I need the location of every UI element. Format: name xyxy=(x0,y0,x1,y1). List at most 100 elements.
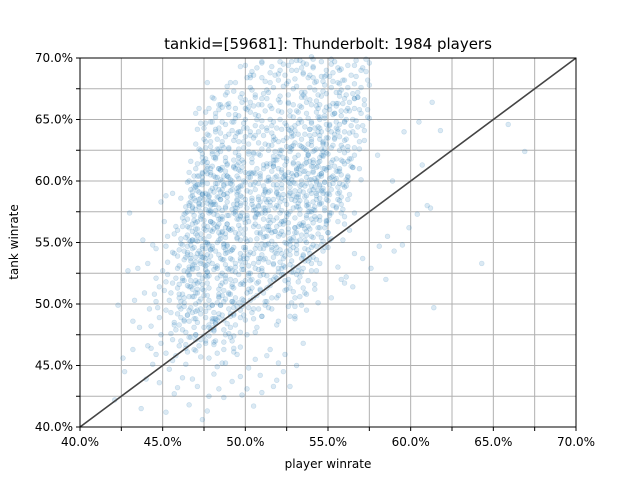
scatter-point xyxy=(317,200,323,206)
scatter-point xyxy=(244,332,250,338)
scatter-point xyxy=(302,183,308,189)
scatter-point xyxy=(259,74,265,81)
scatter-point xyxy=(236,175,242,182)
scatter-point xyxy=(321,207,328,214)
scatter-point xyxy=(229,127,235,134)
scatter-point xyxy=(135,265,141,272)
scatter-point xyxy=(285,226,292,232)
scatter-point xyxy=(265,178,272,184)
scatter-point xyxy=(290,205,296,211)
scatter-point xyxy=(217,189,224,195)
scatter-point xyxy=(197,258,204,264)
scatter-point xyxy=(240,125,247,131)
scatter-point xyxy=(305,74,311,81)
scatter-point xyxy=(216,311,222,317)
scatter-point xyxy=(179,215,186,221)
scatter-point xyxy=(231,88,237,94)
scatter-point xyxy=(194,319,201,326)
scatter-point xyxy=(206,193,212,199)
scatter-point xyxy=(202,338,209,344)
scatter-point xyxy=(307,97,313,103)
scatter-point xyxy=(283,201,290,208)
scatter-point xyxy=(275,292,282,299)
scatter-point xyxy=(214,174,220,181)
scatter-point xyxy=(288,170,295,177)
scatter-point xyxy=(202,206,209,212)
scatter-point xyxy=(229,378,235,385)
scatter-point xyxy=(252,221,258,227)
scatter-point xyxy=(229,298,235,305)
scatter-point xyxy=(179,242,186,248)
scatter-point xyxy=(239,266,245,273)
scatter-point xyxy=(336,168,343,174)
scatter-point xyxy=(171,319,177,326)
scatter-point xyxy=(308,209,315,215)
scatter-point xyxy=(312,131,318,137)
scatter-point xyxy=(227,227,234,233)
scatter-point xyxy=(234,205,240,211)
scatter-point xyxy=(312,213,318,220)
scatter-point xyxy=(277,221,283,227)
scatter-point xyxy=(231,201,237,208)
scatter-point xyxy=(196,173,202,179)
scatter-point xyxy=(191,316,197,322)
scatter-point xyxy=(285,169,292,176)
scatter-point xyxy=(186,284,192,290)
scatter-point xyxy=(214,275,220,281)
scatter-point xyxy=(335,129,341,135)
scatter-point xyxy=(184,312,191,318)
scatter-point xyxy=(416,119,422,125)
scatter-point xyxy=(269,130,275,136)
scatter-point xyxy=(178,195,184,201)
x-tick-label: 50.0% xyxy=(226,435,264,449)
scatter-point xyxy=(262,255,268,262)
scatter-point xyxy=(217,102,224,108)
scatter-point xyxy=(161,218,168,225)
scatter-point xyxy=(318,146,325,152)
scatter-point xyxy=(163,409,169,415)
scatter-point xyxy=(317,132,323,139)
scatter-point xyxy=(204,159,211,166)
scatter-point xyxy=(279,265,285,272)
scatter-point xyxy=(219,216,225,222)
scatter-point xyxy=(295,152,301,158)
scatter-point xyxy=(188,258,194,264)
scatter-point xyxy=(262,78,268,85)
scatter-point xyxy=(280,191,287,198)
scatter-point xyxy=(211,154,217,161)
scatter-point xyxy=(343,177,349,183)
scatter-point xyxy=(199,151,206,157)
scatter-point xyxy=(121,368,128,375)
scatter-point xyxy=(191,281,197,288)
scatter-point xyxy=(227,334,234,340)
scatter-point xyxy=(221,346,227,353)
scatter-point xyxy=(181,257,187,263)
scatter-point xyxy=(335,65,341,71)
scatter-point xyxy=(348,156,354,162)
scatter-point xyxy=(264,273,270,279)
scatter-point xyxy=(300,252,306,258)
scatter-point xyxy=(194,173,201,179)
scatter-point xyxy=(229,298,235,305)
scatter-point xyxy=(305,201,311,208)
scatter-point xyxy=(209,245,215,252)
scatter-point xyxy=(229,206,235,212)
scatter-point xyxy=(260,183,267,189)
scatter-point xyxy=(340,77,346,83)
scatter-point xyxy=(247,72,253,78)
scatter-point xyxy=(229,257,235,263)
scatter-point xyxy=(244,74,250,81)
scatter-point xyxy=(222,204,229,210)
scatter-point xyxy=(272,274,278,280)
scatter-point xyxy=(202,308,209,315)
scatter-point xyxy=(174,311,181,317)
scatter-point xyxy=(206,355,212,361)
scatter-point xyxy=(414,211,420,217)
scatter-point xyxy=(298,269,305,275)
scatter-point xyxy=(197,231,204,237)
scatter-point xyxy=(262,298,268,305)
scatter-point xyxy=(292,188,298,194)
scatter-point xyxy=(345,158,351,165)
scatter-point xyxy=(277,247,283,253)
